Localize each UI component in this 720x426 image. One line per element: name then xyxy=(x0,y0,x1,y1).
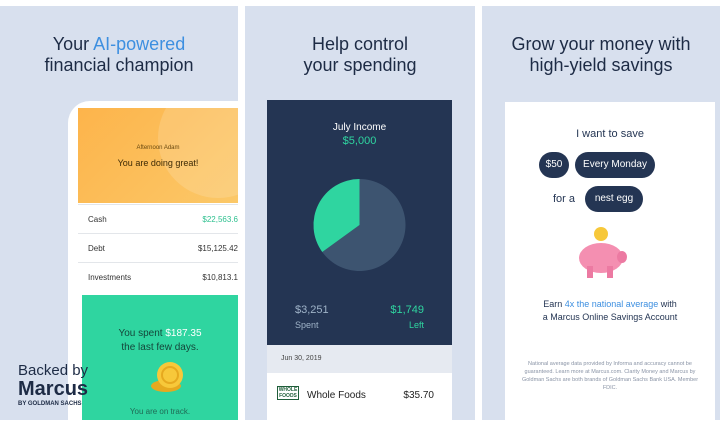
text: a Marcus Online Savings Account xyxy=(542,312,678,322)
header-card: Afternoon Adam You are doing great! xyxy=(78,108,238,203)
account-row: Cash $22,563.6 xyxy=(78,204,238,233)
backed-by: Backed by xyxy=(18,362,89,379)
heading-highlight: AI-powered xyxy=(93,34,186,54)
amount: $35.70 xyxy=(403,390,434,401)
greeting: Afternoon Adam xyxy=(136,145,180,151)
piggy-bank xyxy=(579,227,627,278)
account-name: Investments xyxy=(88,273,132,282)
text: the last few days. xyxy=(121,342,199,353)
amount: $187.35 xyxy=(165,328,202,339)
logo-text: WHOLE xyxy=(278,387,298,393)
for: for a xyxy=(553,193,576,205)
panel: Your AI-powered financial champion Aftern… xyxy=(0,6,238,420)
spent-label: Spent xyxy=(295,320,319,330)
logo-text: FOODS xyxy=(279,393,297,399)
panel: Help control your spending July Income $5… xyxy=(245,6,475,420)
heading-text: Help control xyxy=(311,34,409,54)
date: Jun 30, 2019 xyxy=(267,345,452,373)
brand-name: Marcus xyxy=(18,378,89,400)
fine-print: National average data provided by Inform… xyxy=(521,361,699,391)
pie-slice xyxy=(313,179,360,252)
income-label: July Income xyxy=(332,122,387,133)
heading-text: Your xyxy=(52,34,94,54)
account-value: $15,125.42 xyxy=(197,244,238,253)
heading: Your AI-powered financial champion xyxy=(0,34,238,76)
pie-slice xyxy=(322,179,406,271)
heading-text: high-yield savings xyxy=(529,55,673,75)
pie-chart xyxy=(313,179,406,271)
spent-card: You spent $187.35 the last few days. You … xyxy=(82,295,238,420)
logo: WHOLE FOODS xyxy=(277,386,299,400)
left-label: Left xyxy=(408,320,424,330)
accounts: Cash $22,563.6 Debt $15,125.42 Investments… xyxy=(78,204,238,294)
heading-text: your spending xyxy=(303,55,417,75)
left-amount: $1,749 xyxy=(390,304,424,316)
account-value: $10,813.1 xyxy=(202,273,238,282)
spent-amount: $3,251 xyxy=(295,304,329,316)
heading-text: Grow your money with xyxy=(511,34,691,54)
income-card: July Income $5,000 $3,251 Spent $1,749 L… xyxy=(267,100,452,345)
track: You are on track. xyxy=(129,407,191,416)
coin-icon xyxy=(151,362,183,392)
text: with xyxy=(658,299,677,309)
text: You spent xyxy=(118,328,166,339)
text: Earn xyxy=(543,299,565,309)
decoration xyxy=(158,108,238,198)
account-row: Investments $10,813.1 xyxy=(78,262,238,291)
merchant: Whole Foods xyxy=(307,390,366,401)
account-value: $22,563.6 xyxy=(202,215,238,224)
transaction: WHOLE FOODS Whole Foods $35.70 xyxy=(267,373,452,420)
goal-pill[interactable]: nest egg xyxy=(585,186,643,212)
frequency-pill[interactable]: Every Monday xyxy=(575,152,655,178)
account-row: Debt $15,125.42 xyxy=(78,233,238,262)
amount-pill[interactable]: $50 xyxy=(539,152,569,178)
panel: Grow your money with high-yield savings I… xyxy=(482,6,720,420)
brand-sub: BY GOLDMAN SACHS xyxy=(18,401,82,407)
heading-text: financial champion xyxy=(44,55,194,75)
heading: Help control your spending xyxy=(245,34,475,76)
spent-text: You spent $187.35 the last few days. xyxy=(82,327,238,355)
account-name: Debt xyxy=(88,244,105,253)
earn: Earn 4x the national average with a Marcu… xyxy=(505,298,715,324)
savings-card: I want to save $50 Every Monday for a ne… xyxy=(505,102,715,420)
account-name: Cash xyxy=(88,215,107,224)
status: You are doing great! xyxy=(117,158,199,168)
want: I want to save xyxy=(576,128,644,140)
income: $5,000 xyxy=(342,135,377,147)
highlight: 4x the national average xyxy=(564,299,659,309)
heading: Grow your money with high-yield savings xyxy=(482,34,720,76)
